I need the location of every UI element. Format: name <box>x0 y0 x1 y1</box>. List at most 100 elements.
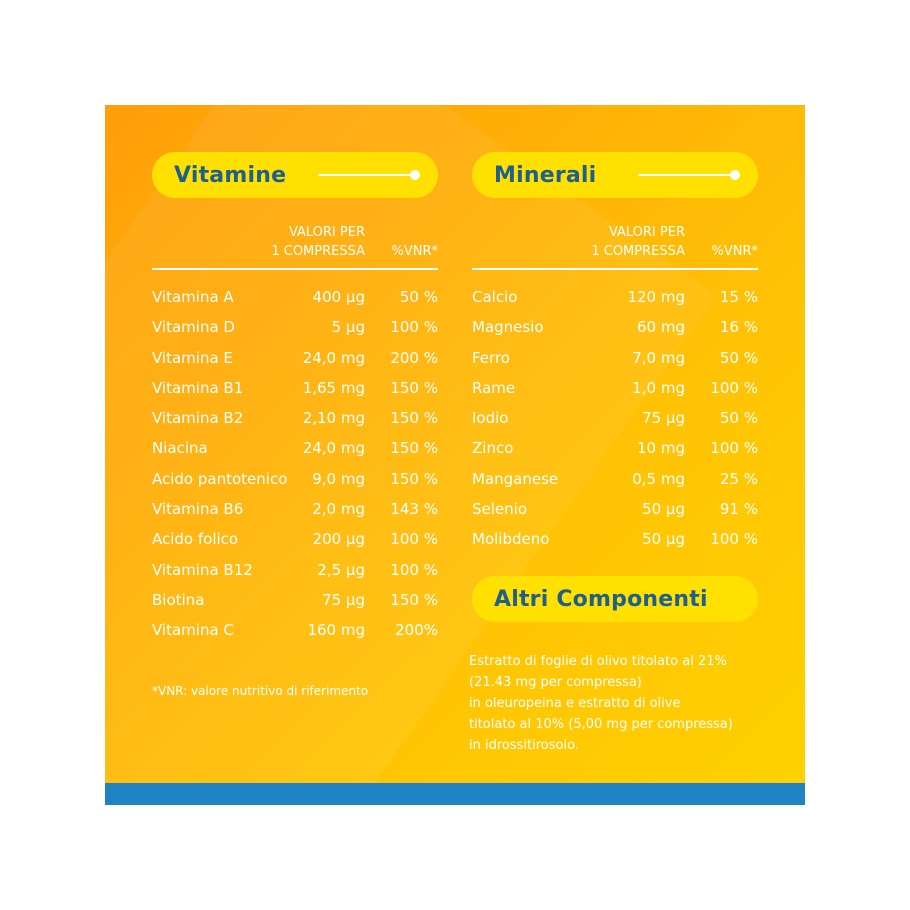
nutrient-vnr-percent: 100 % <box>390 530 438 549</box>
nutrient-quantity: 7,0 mg <box>632 348 685 367</box>
vnr-footnote: *VNR: valore nutritivo di riferimento <box>152 684 369 698</box>
table-row: Calcio 120 mg 15 % <box>472 288 758 318</box>
nutrient-quantity: 200 µg <box>312 530 365 549</box>
nutrient-name: Vitamina C <box>152 621 234 640</box>
nutrient-vnr-percent: 100 % <box>390 560 438 579</box>
table-row: Vitamina A 400 µg 50 % <box>152 288 438 318</box>
table-row: Zinco 10 mg 100 % <box>472 439 758 469</box>
table-row: Ferro 7,0 mg 50 % <box>472 349 758 379</box>
vitamine-qty-header-line1: VALORI PER <box>288 225 365 240</box>
nutrient-name: Rame <box>472 378 516 397</box>
nutrient-name: Manganese <box>472 469 559 488</box>
table-row: Magnesio 60 mg 16 % <box>472 318 758 348</box>
table-row: Rame 1,0 mg 100 % <box>472 379 758 409</box>
nutrient-name: Vitamina D <box>152 318 235 337</box>
nutrient-name: Niacina <box>152 439 208 458</box>
nutrient-vnr-percent: 100 % <box>710 378 758 397</box>
nutrient-vnr-percent: 16 % <box>719 318 758 337</box>
nutrient-vnr-percent: 100 % <box>390 318 438 337</box>
nutrient-quantity: 2,5 µg <box>317 560 365 579</box>
table-row: Manganese 0,5 mg 25 % <box>472 470 758 500</box>
nutrient-vnr-percent: 150 % <box>390 590 438 609</box>
nutrient-vnr-percent: 50 % <box>719 348 758 367</box>
table-row: Vitamina B12 2,5 µg 100 % <box>152 561 438 591</box>
nutrient-quantity: 9,0 mg <box>312 469 365 488</box>
table-row: Vitamina E 24,0 mg 200 % <box>152 349 438 379</box>
nutrient-vnr-percent: 100 % <box>710 439 758 458</box>
nutrient-quantity: 1,0 mg <box>632 378 685 397</box>
table-row: Molibdeno 50 µg 100 % <box>472 530 758 560</box>
minerali-qty-header-line2: 1 COMPRESSA <box>591 244 685 259</box>
nutrient-quantity: 160 mg <box>307 621 365 640</box>
pill-decoration-dot <box>410 170 420 180</box>
table-row: Acido pantotenico 9,0 mg 150 % <box>152 470 438 500</box>
nutrient-name: Vitamina B1 <box>152 378 244 397</box>
nutrient-vnr-percent: 150 % <box>390 469 438 488</box>
vitamine-header-rule <box>152 268 438 270</box>
table-row: Vitamina C 160 mg 200% <box>152 621 438 651</box>
nutrient-quantity: 2,10 mg <box>302 409 365 428</box>
nutrient-vnr-percent: 25 % <box>719 469 758 488</box>
nutrient-name: Iodio <box>472 409 509 428</box>
nutrient-name: Ferro <box>472 348 510 367</box>
nutrient-quantity: 75 µg <box>642 409 685 428</box>
nutrient-name: Zinco <box>472 439 514 458</box>
nutrient-quantity: 60 mg <box>637 318 685 337</box>
altri-description-line: in idrossitirosolo. <box>469 738 579 753</box>
table-row: Iodio 75 µg 50 % <box>472 409 758 439</box>
table-row: Vitamina D 5 µg 100 % <box>152 318 438 348</box>
nutrient-vnr-percent: 143 % <box>390 500 438 519</box>
table-row: Vitamina B6 2,0 mg 143 % <box>152 500 438 530</box>
pill-decoration-dot <box>730 170 740 180</box>
nutrient-quantity: 2,0 mg <box>312 500 365 519</box>
nutrient-quantity: 120 mg <box>627 288 685 306</box>
nutrient-vnr-percent: 50 % <box>399 288 438 306</box>
altri-title: Altri Componenti <box>494 586 708 612</box>
altri-description-line: (21.43 mg per compressa) <box>469 675 642 690</box>
table-row: Biotina 75 µg 150 % <box>152 591 438 621</box>
nutrient-name: Vitamina E <box>152 348 233 367</box>
table-row: Vitamina B2 2,10 mg 150 % <box>152 409 438 439</box>
vitamine-qty-header-line2: 1 COMPRESSA <box>271 244 365 259</box>
nutrient-name: Calcio <box>472 288 518 306</box>
nutrient-quantity: 24,0 mg <box>302 348 365 367</box>
nutrient-vnr-percent: 100 % <box>710 530 758 549</box>
minerali-qty-header: VALORI PER 1 COMPRESSA <box>565 223 685 261</box>
nutrient-name: Biotina <box>152 590 205 609</box>
minerali-header-pill: Minerali <box>472 152 758 198</box>
vitamine-header-pill: Vitamine <box>152 152 438 198</box>
nutrient-quantity: 75 µg <box>322 590 365 609</box>
nutrient-vnr-percent: 150 % <box>390 378 438 397</box>
nutrient-name: Molibdeno <box>472 530 550 549</box>
nutrient-quantity: 5 µg <box>331 318 365 337</box>
table-row: Acido folico 200 µg 100 % <box>152 530 438 560</box>
nutrient-vnr-percent: 15 % <box>719 288 758 306</box>
pill-decoration-line <box>318 174 416 176</box>
nutrient-quantity: 10 mg <box>637 439 685 458</box>
vitamine-title: Vitamine <box>174 162 287 188</box>
vitamine-qty-header: VALORI PER 1 COMPRESSA <box>245 223 365 261</box>
nutrient-quantity: 50 µg <box>642 530 685 549</box>
nutrient-name: Acido pantotenico <box>152 469 288 488</box>
nutrient-name: Vitamina A <box>152 288 234 306</box>
nutrient-quantity: 24,0 mg <box>302 439 365 458</box>
nutrient-name: Selenio <box>472 500 527 519</box>
nutrition-panel: Vitamine VALORI PER 1 COMPRESSA %VNR* Vi… <box>105 105 805 805</box>
nutrient-vnr-percent: 150 % <box>390 439 438 458</box>
pill-decoration-line <box>638 174 736 176</box>
altri-description-line: in oleuropeina e estratto di olive <box>469 696 681 711</box>
nutrient-name: Vitamina B6 <box>152 500 244 519</box>
altri-description-line: titolato al 10% (5,00 mg per compressa) <box>469 717 733 732</box>
altri-description-line: Estratto di foglie di olivo titolato al … <box>469 654 727 669</box>
nutrient-vnr-percent: 200 % <box>390 348 438 367</box>
minerali-header-rule <box>472 268 758 270</box>
nutrient-name: Magnesio <box>472 318 544 337</box>
minerali-pct-header: %VNR* <box>711 244 758 259</box>
nutrient-vnr-percent: 150 % <box>390 409 438 428</box>
nutrient-name: Vitamina B2 <box>152 409 244 428</box>
vitamine-pct-header: %VNR* <box>391 244 438 259</box>
altri-header-pill: Altri Componenti <box>472 576 758 622</box>
bottom-bar <box>105 783 805 805</box>
nutrient-vnr-percent: 91 % <box>719 500 758 519</box>
altri-description: Estratto di foglie di olivo titolato al … <box>469 651 769 756</box>
